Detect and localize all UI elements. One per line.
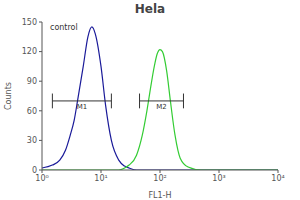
svg-text:10²: 10² bbox=[153, 174, 166, 183]
svg-text:10³: 10³ bbox=[212, 174, 225, 183]
svg-text:0: 0 bbox=[32, 166, 37, 175]
svg-text:M2: M2 bbox=[156, 103, 167, 111]
svg-text:10⁴: 10⁴ bbox=[271, 174, 284, 183]
svg-text:control: control bbox=[50, 23, 78, 32]
svg-text:60: 60 bbox=[27, 107, 37, 116]
svg-text:120: 120 bbox=[22, 47, 37, 56]
svg-text:Counts: Counts bbox=[8, 82, 13, 110]
svg-text:150: 150 bbox=[22, 18, 37, 27]
svg-text:M1: M1 bbox=[77, 103, 88, 111]
svg-text:10⁰: 10⁰ bbox=[35, 174, 48, 183]
svg-text:90: 90 bbox=[27, 77, 37, 86]
svg-text:10¹: 10¹ bbox=[94, 174, 107, 183]
svg-text:30: 30 bbox=[27, 136, 37, 145]
svg-text:FL1-H: FL1-H bbox=[148, 191, 171, 200]
html-text:Hela: Hela bbox=[134, 2, 166, 16]
